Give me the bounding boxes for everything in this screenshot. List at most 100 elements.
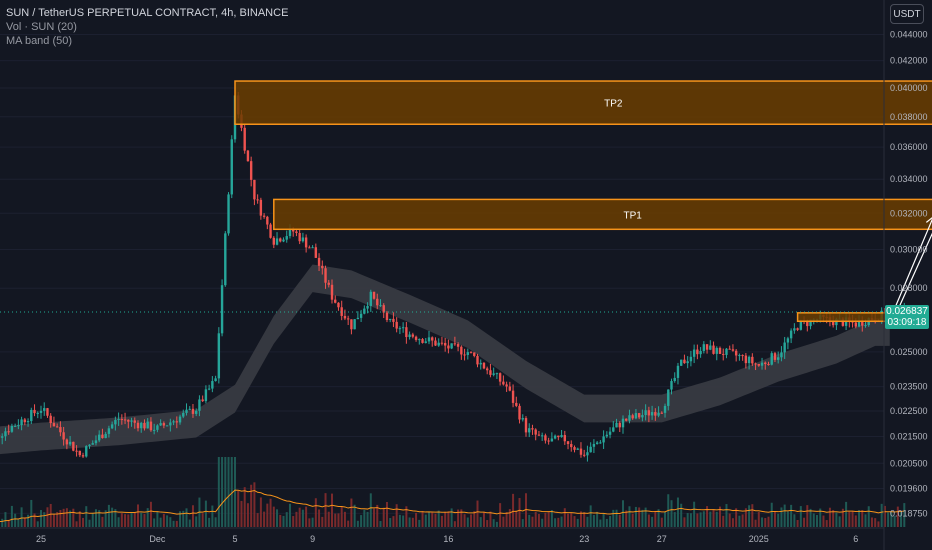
ma-band-indicator-label[interactable]: MA band (50) <box>6 35 73 47</box>
volume-bar <box>463 514 466 527</box>
candle-body <box>528 428 531 433</box>
volume-bar <box>625 510 628 527</box>
price-tick-label: 0.019600 <box>890 483 928 493</box>
candle-body <box>650 412 654 416</box>
time-tick-label: 6 <box>853 534 858 544</box>
candle-body <box>631 415 634 419</box>
candle-body <box>411 334 415 337</box>
time-tick-label: 16 <box>443 534 453 544</box>
candle-body <box>757 363 760 366</box>
volume-bar <box>670 500 673 527</box>
volume-bar <box>230 457 233 527</box>
candle-body <box>30 409 33 422</box>
currency-button[interactable]: USDT <box>890 4 924 24</box>
candle-body <box>498 373 502 382</box>
volume-bar <box>331 493 333 527</box>
candle-body <box>211 381 214 389</box>
volume-bar <box>175 520 178 527</box>
time-tick-label: 5 <box>232 534 237 544</box>
volume-bar <box>482 512 485 527</box>
candle-body <box>799 320 803 330</box>
candle-body <box>608 431 612 435</box>
candle-body <box>85 446 88 457</box>
volume-bar <box>832 510 835 527</box>
symbol-title[interactable]: SUN / TetherUS PERPETUAL CONTRACT, 4h, B… <box>6 7 289 19</box>
volume-bar <box>111 507 114 527</box>
volume-bar <box>162 514 165 527</box>
candle-body <box>602 436 605 443</box>
candle-body <box>754 363 757 365</box>
candle-body <box>104 433 107 439</box>
candle-body <box>783 342 786 353</box>
volume-bar <box>883 505 886 527</box>
candle-body <box>641 415 644 418</box>
volume-bar <box>444 511 447 527</box>
candle-body <box>214 378 217 382</box>
volume-ma-line <box>0 489 905 523</box>
candle-body <box>615 422 618 428</box>
candle-body <box>573 447 576 450</box>
volume-bar <box>554 518 557 527</box>
candle-body <box>705 344 709 350</box>
volume-bar <box>120 513 123 527</box>
volume-bar <box>576 518 579 527</box>
candle-body <box>570 444 573 448</box>
candle-body <box>589 446 592 453</box>
candle-body <box>204 389 208 402</box>
volume-bar <box>327 511 330 527</box>
candle-body <box>605 434 609 437</box>
volume-bar <box>764 518 767 527</box>
volume-bar <box>421 510 424 527</box>
volume-bar <box>314 498 317 527</box>
volume-bar <box>75 521 78 527</box>
candle-body <box>162 423 166 426</box>
price-tick-label: 0.038000 <box>890 112 928 122</box>
candle-body <box>330 284 334 300</box>
volume-bar <box>890 511 893 527</box>
volume-indicator-label[interactable]: Vol · SUN (20) <box>6 21 77 33</box>
candle-body <box>317 257 321 266</box>
volume-bar <box>340 506 343 527</box>
candle-body <box>563 435 566 442</box>
candle-body <box>676 365 680 378</box>
candle-body <box>220 285 224 334</box>
volume-bar <box>282 515 285 527</box>
volume-bar <box>347 520 350 527</box>
volume-bar <box>512 493 515 527</box>
volume-bar <box>486 520 489 527</box>
candle-body <box>243 127 246 151</box>
volume-bar <box>641 509 644 527</box>
candle-body <box>327 282 330 285</box>
volume-bar <box>253 482 256 527</box>
price-tick-label: 0.025000 <box>890 347 928 357</box>
volume-bar <box>52 514 55 527</box>
ma-band <box>0 264 890 455</box>
volume-bar <box>405 506 408 527</box>
volume-bar <box>292 516 295 527</box>
candle-body <box>586 452 589 456</box>
candle-body <box>43 408 46 411</box>
candle-body <box>398 328 402 330</box>
volume-bar <box>266 503 269 527</box>
volume-bar <box>363 509 366 527</box>
volume-bar <box>214 517 217 527</box>
volume-bar <box>305 506 308 527</box>
candle-body <box>392 318 395 322</box>
volume-bar <box>583 512 586 527</box>
volume-bar <box>864 514 867 527</box>
volume-bar <box>263 511 266 527</box>
volume-bar <box>188 519 191 527</box>
volume-bar <box>20 507 23 527</box>
volume-bar <box>56 512 59 527</box>
candle-body <box>447 345 450 349</box>
volume-bar <box>534 511 537 527</box>
volume-bar <box>499 503 502 527</box>
volume-bar <box>828 507 831 527</box>
candle-body <box>88 444 91 447</box>
volume-bar <box>660 517 663 527</box>
candle-body <box>143 422 146 429</box>
candle-body <box>780 352 783 358</box>
projection-arrows <box>894 217 932 318</box>
price-tick-label: 0.036000 <box>890 142 928 152</box>
